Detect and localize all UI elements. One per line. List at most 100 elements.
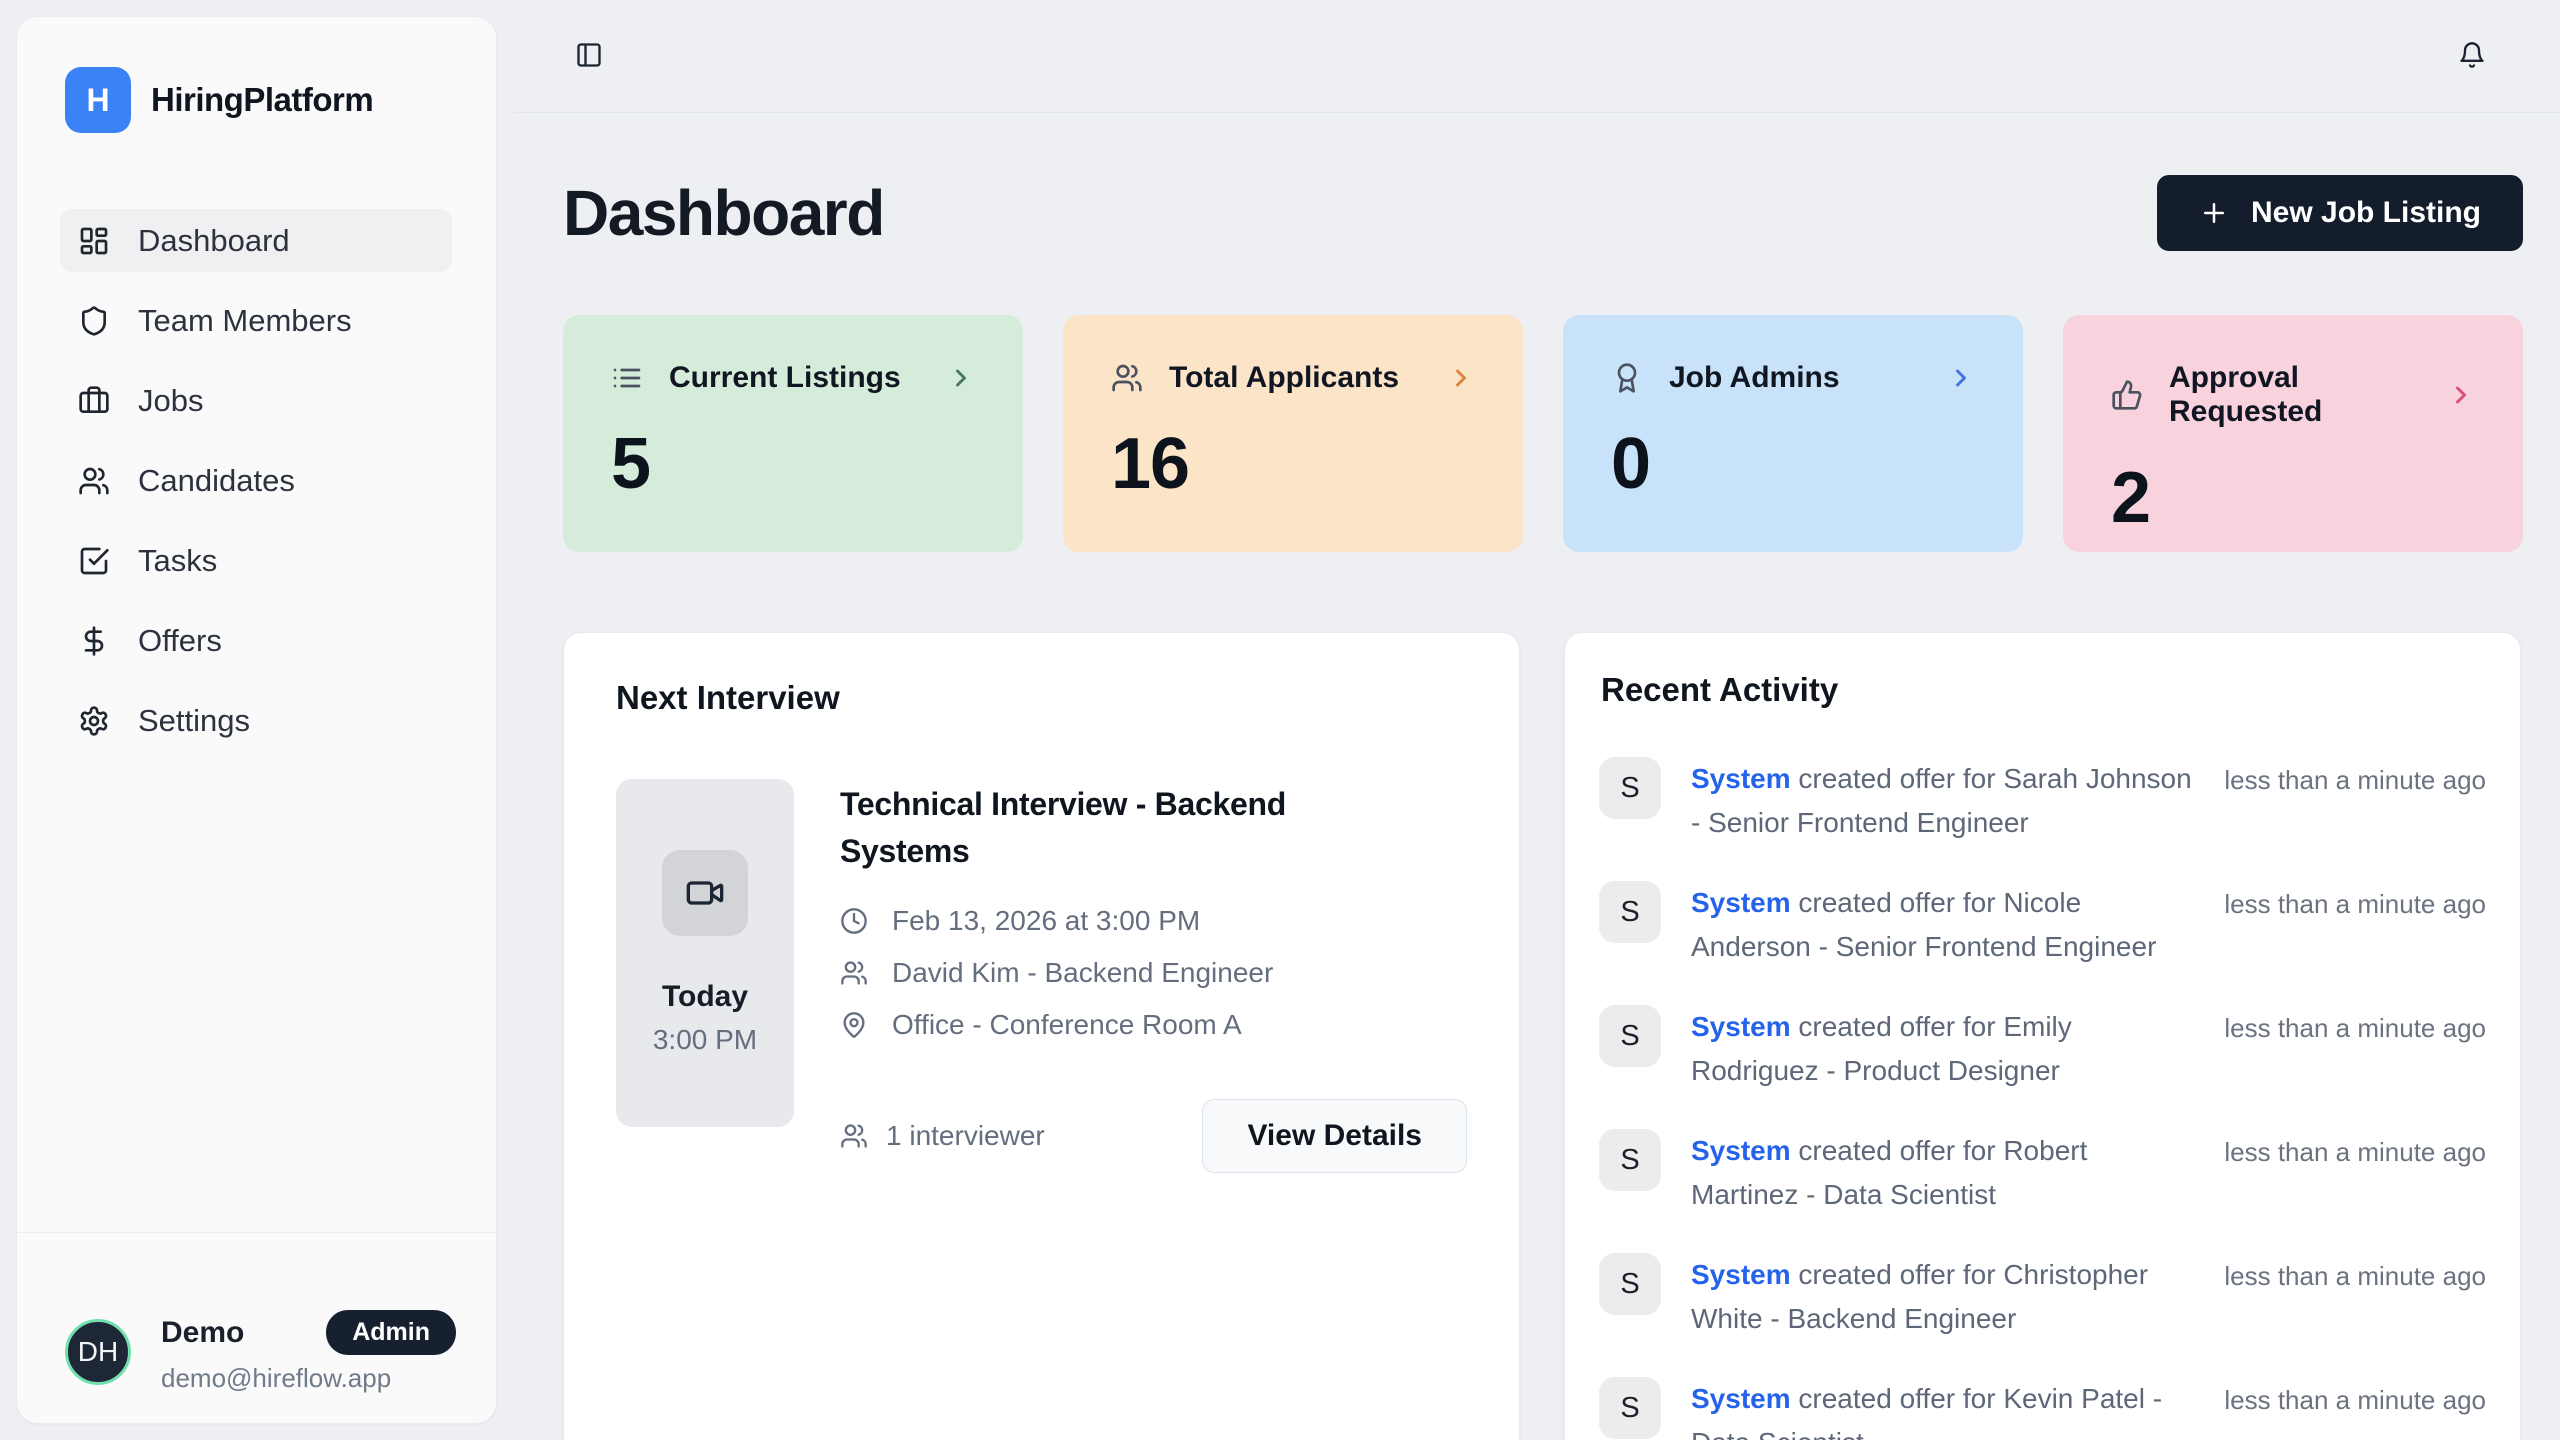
stat-label: Current Listings	[669, 361, 901, 394]
interview-date-tile: Today 3:00 PM	[616, 779, 794, 1127]
interview-day: Today	[661, 980, 749, 1013]
stat-value: 0	[1611, 424, 1651, 504]
recent-activity-heading: Recent Activity	[1601, 671, 1839, 708]
video-icon	[662, 850, 748, 936]
sidebar: H HiringPlatform Dashboard Team Members	[16, 16, 497, 1424]
stat-value: 2	[2111, 458, 2151, 538]
users-icon	[840, 959, 868, 987]
activity-text: System created offer for Sarah Johnson -…	[1691, 757, 2194, 845]
activity-item: S System created offer for Emily Rodrigu…	[1599, 1005, 2486, 1093]
brand: H HiringPlatform	[17, 17, 496, 133]
activity-text: System created offer for Christopher Whi…	[1691, 1253, 2194, 1341]
stat-card-job-admins[interactable]: Job Admins 0	[1563, 315, 2023, 552]
activity-actor-link[interactable]: System	[1691, 1259, 1791, 1290]
sidebar-item-label: Tasks	[138, 542, 218, 578]
sidebar-item-label: Jobs	[138, 382, 204, 418]
stat-card-approval-requested[interactable]: Approval Requested 2	[2063, 315, 2523, 552]
stats-row: Current Listings 5 Total Applicants	[563, 315, 2523, 552]
sidebar-item-label: Team Members	[138, 302, 352, 338]
activity-text: System created offer for Kevin Patel - D…	[1691, 1377, 2194, 1440]
sidebar-item-label: Offers	[138, 622, 222, 658]
main-area: Dashboard New Job Listing Current Listin…	[513, 0, 2560, 1440]
activity-description: created offer for Christopher White - Ba…	[1691, 1259, 2149, 1334]
chevron-right-icon	[1447, 364, 1475, 392]
stat-card-total-applicants[interactable]: Total Applicants 16	[1063, 315, 1523, 552]
stat-value: 5	[611, 424, 651, 504]
activity-description: created offer for Emily Rodriguez - Prod…	[1691, 1011, 2072, 1086]
interview-location-row: Office - Conference Room A	[840, 1009, 1467, 1041]
interviewer-count-label: 1 interviewer	[886, 1120, 1045, 1151]
sidebar-item-dashboard[interactable]: Dashboard	[60, 209, 452, 272]
interview-title: Technical Interview - Backend Systems	[840, 786, 1286, 869]
page-head: Dashboard New Job Listing	[563, 175, 2523, 251]
sidebar-item-tasks[interactable]: Tasks	[60, 529, 452, 592]
activity-avatar: S	[1599, 1377, 1661, 1439]
sidebar-item-candidates[interactable]: Candidates	[60, 449, 452, 512]
layout-dashboard-icon	[78, 225, 110, 257]
users-icon	[840, 1122, 868, 1150]
activity-item: S System created offer for Sarah Johnson…	[1599, 757, 2486, 845]
activity-item: S System created offer for Robert Martin…	[1599, 1129, 2486, 1217]
briefcase-icon	[78, 385, 110, 417]
sidebar-item-jobs[interactable]: Jobs	[60, 369, 452, 432]
activity-description: created offer for Kevin Patel - Data Sci…	[1691, 1383, 2163, 1440]
activity-description: created offer for Nicole Anderson - Seni…	[1691, 887, 2157, 962]
shield-icon	[78, 305, 110, 337]
notifications-button[interactable]	[2458, 41, 2486, 72]
sidebar-toggle-button[interactable]	[575, 41, 603, 72]
stat-card-current-listings[interactable]: Current Listings 5	[563, 315, 1023, 552]
stat-label: Job Admins	[1669, 361, 1840, 394]
activity-avatar: S	[1599, 1129, 1661, 1191]
users-icon	[1111, 362, 1143, 394]
sidebar-item-settings[interactable]: Settings	[60, 689, 452, 752]
chevron-right-icon	[2447, 381, 2475, 409]
activity-description: created offer for Robert Martinez - Data…	[1691, 1135, 2088, 1210]
activity-actor-link[interactable]: System	[1691, 887, 1791, 918]
avatar-initials: DH	[77, 1336, 119, 1367]
interview-candidate-row: David Kim - Backend Engineer	[840, 957, 1467, 989]
activity-actor-link[interactable]: System	[1691, 1135, 1791, 1166]
thumbs-up-icon	[2111, 379, 2143, 411]
panel-left-icon	[575, 41, 603, 72]
topbar	[513, 0, 2560, 113]
activity-timestamp: less than a minute ago	[2224, 1261, 2486, 1291]
activity-timestamp: less than a minute ago	[2224, 889, 2486, 919]
view-details-button[interactable]: View Details	[1202, 1099, 1467, 1173]
user-name: Demo	[161, 1315, 245, 1349]
activity-avatar: S	[1599, 1005, 1661, 1067]
stat-label: Approval Requested	[2169, 361, 2323, 428]
content: Dashboard New Job Listing Current Listin…	[513, 113, 2560, 1440]
sidebar-item-team-members[interactable]: Team Members	[60, 289, 452, 352]
interview-candidate: David Kim - Backend Engineer	[892, 957, 1274, 988]
avatar: DH	[65, 1319, 131, 1385]
activity-actor-link[interactable]: System	[1691, 763, 1791, 794]
user-section[interactable]: DH Demo Admin demo@hireflow.app	[17, 1232, 496, 1423]
next-interview-panel: Next Interview Today 3:00 PM Technical I…	[563, 632, 1520, 1440]
sidebar-spacer	[17, 769, 496, 1232]
activity-text: System created offer for Emily Rodriguez…	[1691, 1005, 2194, 1093]
activity-timestamp: less than a minute ago	[2224, 765, 2486, 795]
activity-text: System created offer for Nicole Anderson…	[1691, 881, 2194, 969]
sidebar-rail: H HiringPlatform Dashboard Team Members	[0, 0, 513, 1440]
users-icon	[78, 465, 110, 497]
panels-row: Next Interview Today 3:00 PM Technical I…	[563, 632, 2523, 1440]
new-job-listing-button[interactable]: New Job Listing	[2156, 175, 2523, 251]
sidebar-item-label: Candidates	[138, 462, 295, 498]
activity-timestamp: less than a minute ago	[2224, 1013, 2486, 1043]
dollar-icon	[78, 625, 110, 657]
sidebar-item-offers[interactable]: Offers	[60, 609, 452, 672]
sidebar-item-label: Dashboard	[138, 222, 290, 258]
new-job-listing-label: New Job Listing	[2250, 196, 2481, 229]
stat-value: 16	[1111, 424, 1190, 504]
interview-location: Office - Conference Room A	[892, 1009, 1242, 1040]
activity-actor-link[interactable]: System	[1691, 1011, 1791, 1042]
activity-item: S System created offer for Nicole Anders…	[1599, 881, 2486, 969]
brand-name: HiringPlatform	[151, 81, 374, 118]
clock-icon	[840, 907, 868, 935]
next-interview-heading: Next Interview	[616, 679, 840, 716]
check-square-icon	[78, 545, 110, 577]
role-badge: Admin	[326, 1310, 456, 1355]
interview-datetime-row: Feb 13, 2026 at 3:00 PM	[840, 905, 1467, 937]
activity-actor-link[interactable]: System	[1691, 1383, 1791, 1414]
activity-timestamp: less than a minute ago	[2224, 1137, 2486, 1167]
